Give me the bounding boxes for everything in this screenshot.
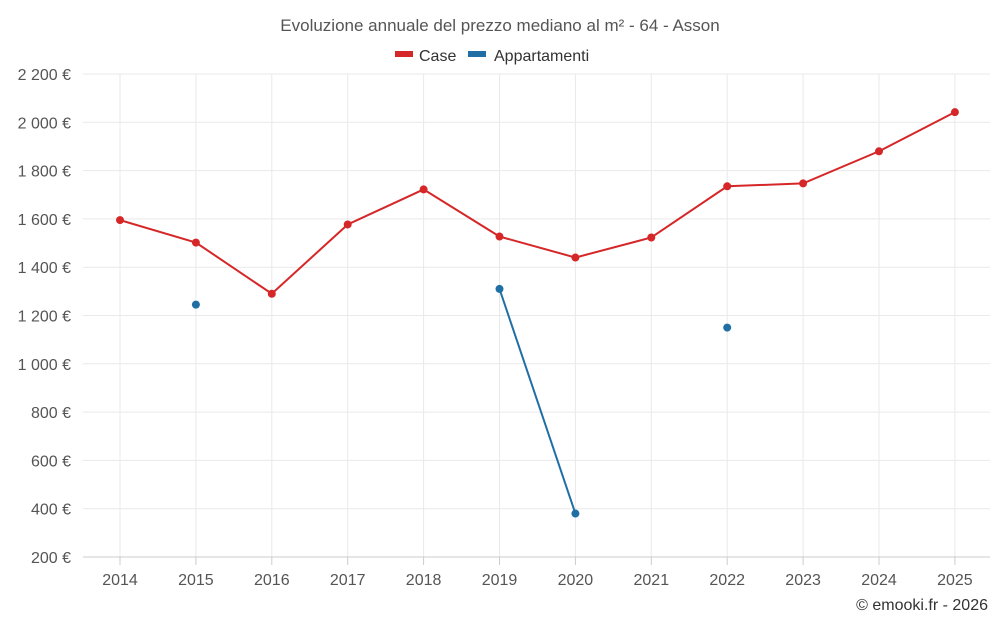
legend-label-appartamenti: Appartamenti	[494, 48, 589, 65]
data-point-case-2018[interactable]	[419, 185, 428, 194]
y-tick-label: 1 800 €	[18, 164, 71, 181]
data-point-case-2022[interactable]	[723, 182, 732, 191]
x-tick-label: 2019	[482, 572, 518, 589]
data-point-case-2021[interactable]	[647, 233, 656, 242]
y-tick-label: 800 €	[31, 405, 71, 422]
y-tick-label: 1 600 €	[18, 212, 71, 229]
legend-item-case[interactable]: Case	[395, 48, 456, 65]
data-point-case-2017[interactable]	[343, 220, 352, 229]
data-point-appartamenti-2022[interactable]	[723, 323, 732, 332]
legend-label-case: Case	[419, 48, 456, 65]
data-point-case-2024[interactable]	[875, 147, 883, 156]
y-tick-label: 2 000 €	[18, 115, 71, 132]
x-tick-label: 2020	[558, 572, 594, 589]
data-point-case-2019[interactable]	[495, 232, 504, 241]
x-axis: 2014 2015 2016 2017 2018 2019 2020 2021 2022 2023…	[83, 556, 990, 589]
x-tick-label: 2025	[937, 572, 973, 589]
credit-text: © emooki.fr - 2026	[856, 597, 988, 614]
x-tick-label: 2021	[634, 572, 670, 589]
y-tick-label: 1 200 €	[18, 309, 71, 326]
y-tick-label: 1 400 €	[18, 260, 71, 277]
series-line-appartamenti	[498, 288, 577, 514]
data-point-appartamenti-2020[interactable]	[571, 509, 580, 518]
data-point-case-2023[interactable]	[799, 179, 808, 188]
data-point-case-2020[interactable]	[571, 253, 580, 262]
series	[116, 108, 959, 518]
data-point-case-2014[interactable]	[116, 216, 124, 225]
data-point-appartamenti-2019[interactable]	[495, 284, 504, 293]
legend: Case Appartamenti	[395, 48, 589, 65]
data-point-appartamenti-2015[interactable]	[191, 300, 200, 309]
y-tick-label: 400 €	[31, 502, 71, 519]
x-tick-label: 2024	[861, 572, 897, 589]
legend-swatch-appartamenti	[468, 51, 486, 57]
y-tick-label: 1 000 €	[18, 357, 71, 374]
y-tick-label: 200 €	[31, 550, 71, 567]
series-line-case	[119, 111, 956, 296]
y-tick-label: 600 €	[31, 453, 71, 470]
x-tick-label: 2023	[785, 572, 821, 589]
data-point-case-2015[interactable]	[191, 238, 200, 247]
chart-title: Evoluzione annuale del prezzo mediano al…	[280, 16, 719, 35]
legend-item-appartamenti[interactable]: Appartamenti	[468, 48, 589, 65]
x-tick-label: 2018	[406, 572, 442, 589]
legend-swatch-case	[395, 51, 413, 57]
x-tick-label: 2022	[709, 572, 745, 589]
x-tick-label: 2016	[254, 572, 290, 589]
data-point-case-2016[interactable]	[267, 289, 276, 298]
grid	[83, 73, 990, 558]
x-tick-label: 2017	[330, 572, 366, 589]
data-point-case-2025[interactable]	[950, 108, 959, 117]
y-tick-label: 2 200 €	[18, 67, 71, 84]
y-axis: 200 € 400 € 600 € 800 € 1 000 € 1 200 € 1 400 …	[18, 67, 71, 567]
x-tick-label: 2015	[178, 572, 214, 589]
x-tick-label: 2014	[102, 572, 138, 589]
